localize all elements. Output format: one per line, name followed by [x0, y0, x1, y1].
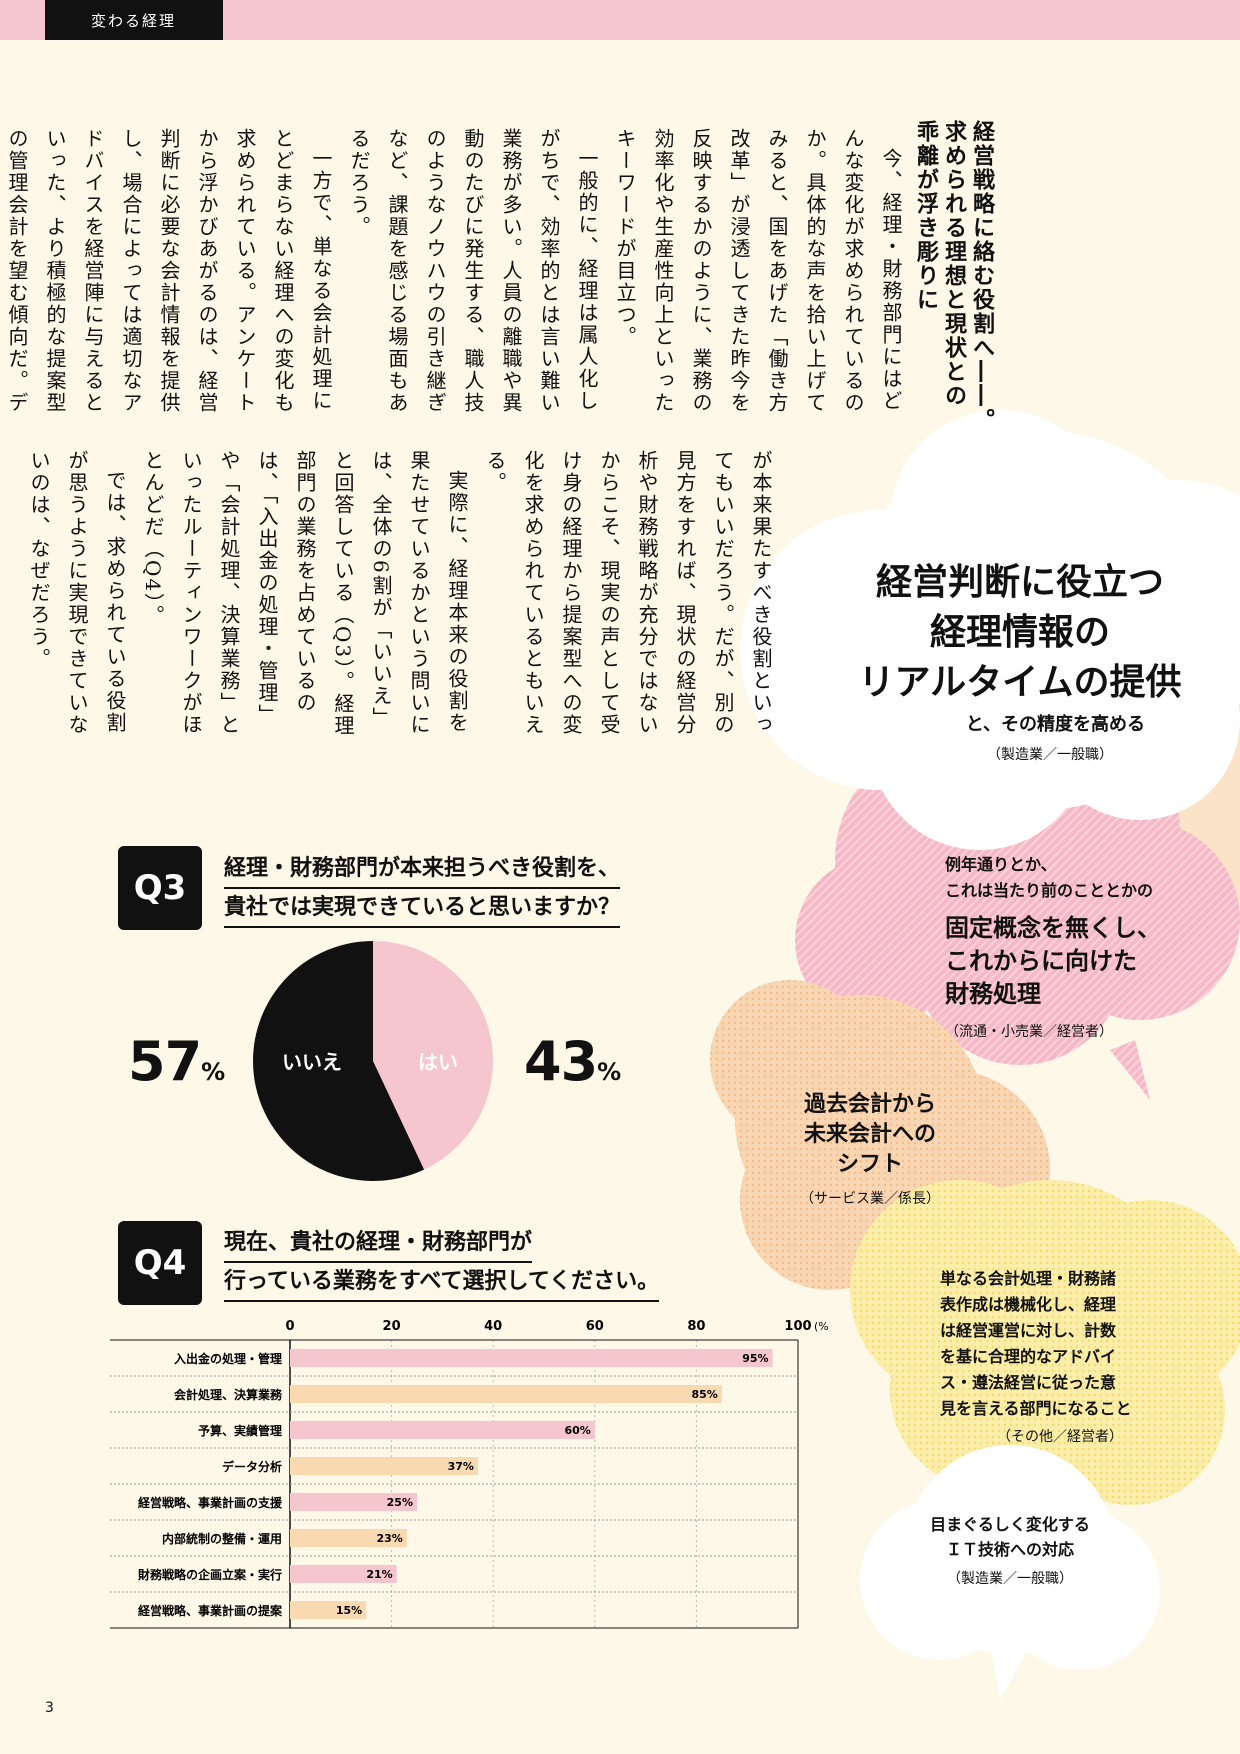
quote-line: 未来会計への [803, 1122, 936, 1147]
paragraph: 一方で、単なる会計処理にとどまらない経理への変化も求められている。アンケートから… [5, 128, 333, 414]
paragraph: が本来果たすべき役割といってもいいだろう。だが、別の見方をすれば、現状の経営分析… [483, 450, 773, 736]
bar-category-label: 内部統制の整備・運用 [162, 1531, 282, 1546]
headline-line-2: 求められる理想と現状との [941, 120, 966, 408]
q3-yes-unit: % [597, 1058, 621, 1086]
quote-2: 例年通りとか、 これは当たり前のこととかの 固定概念を無くし、 これからに向けた… [945, 852, 1195, 1041]
paragraph: 一般的に、経理は属人化しがちで、効率的とは言い難い業務が多い。人員の離職や異動の… [347, 128, 599, 414]
quote-3: 過去会計から 未来会計への シフト （サービス業／係長） [770, 1090, 970, 1208]
bar [290, 1385, 722, 1403]
quote-subline: と、その精度を高める [965, 714, 1145, 735]
x-tick-label: 20 [383, 1319, 401, 1334]
quote-line: 経営判断に役立つ [875, 562, 1164, 603]
bar-category-label: 予算、実績管理 [198, 1423, 282, 1438]
quote-line: 財務処理 [945, 980, 1041, 1008]
q3-question: 経理・財務部門が本来担うべき役割を、 貴社では実現できていると思いますか？ [224, 850, 621, 928]
bar-category-label: 経営戦略、事業計画の支援 [138, 1495, 283, 1510]
bar-category-label: 会計処理、決算業務 [174, 1387, 283, 1402]
q3-question-line-1: 経理・財務部門が本来担うべき役割を、 [224, 850, 621, 889]
headline-line-3: 乖離が浮き彫りに [913, 120, 938, 312]
q3-yes-percent: 43% [524, 1030, 621, 1093]
x-tick-label: 0 [285, 1319, 294, 1334]
bubble-white-top [740, 410, 1240, 850]
bar [290, 1529, 407, 1547]
quote-4: 単なる会計処理・財務諸 表作成は機械化し、経理 は経営運営に対し、計数 を基に合… [940, 1266, 1180, 1446]
quote-line: ス・遵法経営に従った意 [940, 1373, 1117, 1392]
quote-line: を基に合理的なアドバイ [940, 1347, 1117, 1366]
q3-no-percent: 57% [128, 1030, 225, 1093]
bar [290, 1601, 367, 1619]
x-unit-label: (%) [814, 1320, 830, 1333]
bar-category-label: 入出金の処理・管理 [174, 1351, 282, 1366]
bar-value-label: 60% [564, 1424, 590, 1437]
quote-line: 例年通りとか、 [945, 855, 1057, 874]
bubble-yellow [850, 1180, 1240, 1505]
quote-line: シフト [836, 1152, 903, 1177]
quote-line: 過去会計から [803, 1092, 936, 1117]
q3-yes-value: 43 [524, 1030, 598, 1093]
article-body-bottom: が本来果たすべき役割といってもいいだろう。だが、別の見方をすれば、現状の経営分析… [27, 450, 780, 740]
pie-slice-1 [253, 941, 425, 1181]
bar [290, 1493, 417, 1511]
q3-badge: Q3 [118, 846, 202, 930]
bar-category-label: データ分析 [222, 1459, 282, 1474]
bar [290, 1421, 595, 1439]
bar-value-label: 23% [376, 1532, 402, 1545]
q4-badge: Q4 [118, 1221, 202, 1305]
q3-no-value: 57 [128, 1030, 202, 1093]
quote-line: 固定概念を無くし、 [945, 914, 1161, 942]
quote-line: 表作成は機械化し、経理 [940, 1295, 1117, 1314]
paragraph: では、求められている役割が思うように実現できていないのは、なぜだろう。 [27, 450, 127, 736]
quote-line: これは当たり前のこととかの [945, 881, 1154, 900]
q4-question-line-2: 行っている業務をすべて選択してください。 [224, 1263, 660, 1302]
quote-5: 目まぐるしく変化する ＩＴ技術への対応 （製造業／一般職） [900, 1512, 1120, 1588]
quote-line: これからに向けた [945, 947, 1137, 975]
q3-question-line-2: 貴社では実現できていると思いますか？ [224, 889, 621, 928]
q3-pie-chart [253, 941, 493, 1181]
pie-label-no: いいえ [282, 1050, 342, 1074]
bar-value-label: 85% [691, 1388, 717, 1401]
x-tick-label: 60 [586, 1319, 604, 1334]
bar-value-label: 37% [448, 1460, 474, 1473]
x-tick-label: 80 [687, 1319, 705, 1334]
paragraph: 今、経理・財務部門にはどんな変化が求められているのか。具体的な声を拾い上げてみる… [613, 128, 903, 414]
bar-category-label: 財務戦略の企画立案・実行 [137, 1567, 282, 1582]
x-tick-label: 100 [784, 1319, 811, 1334]
q4-bar-chart: 0 20 40 60 80 100(%) 入出金の処理・管理 95% 会計処理、決算業務 85% 予… [110, 1319, 830, 1629]
quote-attribution: （製造業／一般職） [987, 747, 1113, 763]
quote-attribution: （サービス業／係長） [800, 1191, 940, 1207]
article-headline: 経営戦略に絡む役割へ――。 求められる理想と現状との 乖離が浮き彫りに [911, 120, 995, 480]
bar [290, 1457, 478, 1475]
pie-label-yes: はい [418, 1050, 458, 1074]
page-number: 3 [45, 1700, 54, 1716]
q4-question: 現在、貴社の経理・財務部門が 行っている業務をすべて選択してください。 [224, 1224, 660, 1302]
headline-line-1: 経営戦略に絡む役割へ――。 [969, 120, 994, 432]
q3-no-unit: % [201, 1058, 225, 1086]
quote-attribution: （その他／経営者） [997, 1429, 1123, 1445]
bar-category-label: 経営戦略、事業計画の提案 [138, 1603, 283, 1618]
q4-question-line-1: 現在、貴社の経理・財務部門が [224, 1224, 533, 1263]
x-tick-label: 40 [484, 1319, 502, 1334]
quote-attribution: （製造業／一般職） [947, 1571, 1073, 1587]
bar-value-label: 21% [366, 1568, 392, 1581]
quote-line: リアルタイムの提供 [858, 662, 1182, 703]
article-body-top: 今、経理・財務部門にはどんな変化が求められているのか。具体的な声を拾い上げてみる… [5, 128, 910, 418]
bar-value-label: 25% [387, 1496, 413, 1509]
pie-slice-0 [373, 941, 493, 1170]
quote-1: 経営判断に役立つ 経理情報の リアルタイムの提供 と、その精度を高める （製造業… [850, 558, 1190, 764]
bar-value-label: 95% [742, 1352, 768, 1365]
section-label: 変わる経理 [45, 0, 223, 40]
quote-line: は経営運営に対し、計数 [940, 1321, 1117, 1340]
quote-line: 単なる会計処理・財務諸 [940, 1269, 1117, 1288]
bar-value-label: 15% [336, 1604, 362, 1617]
quote-line: 目まぐるしく変化する [930, 1515, 1090, 1534]
bar [290, 1349, 773, 1367]
paragraph: 実際に、経理本来の役割を果たせているかという問いには、全体の6割が「いいえ」と回… [141, 450, 469, 738]
quote-line: ＩＴ技術への対応 [945, 1540, 1074, 1559]
quote-line: 経理情報の [929, 612, 1110, 653]
quote-line: 見を言える部門になること [940, 1399, 1132, 1418]
bubble-white-bottom [860, 1445, 1160, 1700]
bar [290, 1565, 397, 1583]
quote-attribution: （流通・小売業／経営者） [945, 1024, 1113, 1040]
